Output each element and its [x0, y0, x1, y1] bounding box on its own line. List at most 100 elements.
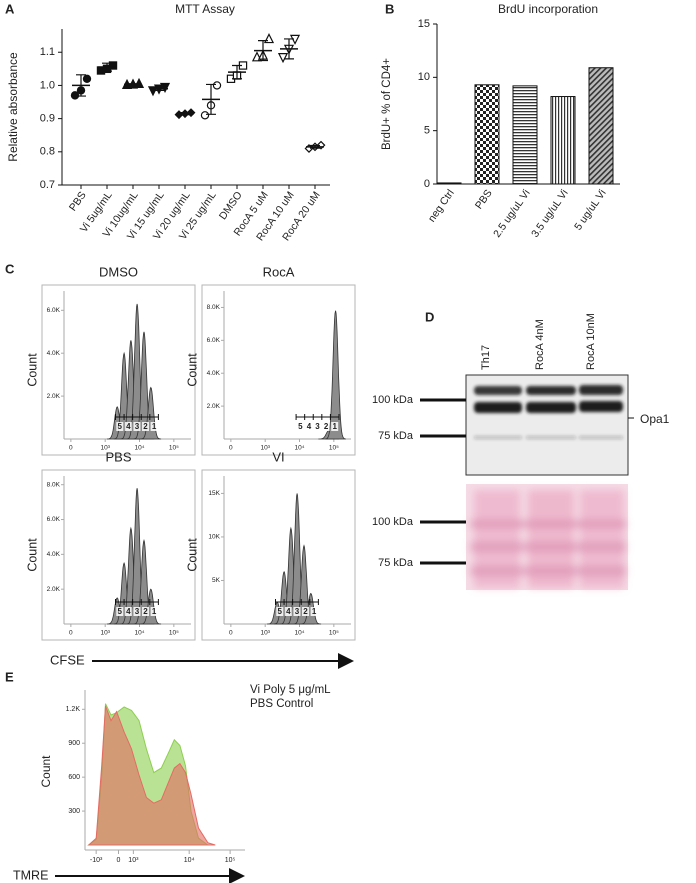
protein-label: Opa1	[640, 412, 670, 426]
error-bar	[154, 86, 164, 92]
gate-label-bg	[314, 422, 322, 431]
gate-label: 3	[315, 422, 320, 431]
chart-title: MTT Assay	[175, 2, 235, 16]
bar	[512, 85, 538, 185]
y-tick-label: 2.0K	[47, 586, 61, 593]
gate-label: 2	[324, 422, 329, 431]
y-tick-label: 2.0K	[207, 403, 221, 410]
error-bar	[76, 74, 86, 97]
y-axis-label: Count	[185, 353, 199, 387]
x-tick-label: 10⁵	[169, 445, 179, 452]
legend-entry: Vi Poly 5 μg/mL	[250, 684, 331, 696]
gate-label: 5	[118, 422, 123, 431]
y-tick-label: 1.0	[40, 79, 55, 91]
y-tick-label: 6.0K	[47, 516, 61, 523]
x-tick-label: 0	[229, 630, 233, 637]
y-tick-label: 5K	[212, 577, 221, 584]
data-point	[186, 108, 196, 118]
x-tick-label: 0	[69, 445, 73, 452]
data-point	[200, 111, 210, 120]
x-tick-label: 10⁵	[225, 857, 236, 864]
gate-label: 1	[152, 607, 157, 616]
bar	[588, 67, 614, 185]
gate-label-bg	[322, 422, 330, 431]
y-tick-label: 8.0K	[207, 304, 221, 311]
y-axis-label: Count	[25, 353, 39, 387]
gate-label: 2	[143, 422, 148, 431]
gate-label-bg	[293, 607, 301, 616]
x-tick-label: 0	[229, 445, 233, 452]
x-tick-label: 10⁴	[294, 630, 304, 637]
y-tick-label: 5	[424, 125, 430, 137]
gate-label-bg	[296, 422, 304, 431]
gate-label: 3	[295, 607, 300, 616]
y-tick-label: 15	[418, 18, 430, 30]
gate-label-bg	[305, 422, 313, 431]
gate-label-bg	[142, 607, 150, 616]
x-tick-label: 2.5 ug/uL Vi	[491, 187, 533, 239]
bar	[436, 182, 462, 185]
gate-label: 4	[126, 422, 131, 431]
y-tick-label: 0.7	[40, 179, 55, 191]
lane-label: Th17	[480, 345, 492, 370]
y-tick-label: 8.0K	[47, 481, 61, 488]
gate-label: 1	[332, 422, 337, 431]
gate-label-bg	[150, 607, 158, 616]
x-tick-label: 10⁵	[169, 630, 179, 637]
panel-letter: C	[5, 261, 15, 276]
histogram-peak	[140, 588, 162, 625]
gate-label: 1	[312, 607, 317, 616]
gate-label: 5	[278, 607, 283, 616]
y-axis-label: BrdU+ % of CD4+	[381, 58, 393, 150]
y-tick-label: 2.0K	[47, 393, 61, 400]
x-tick-label: 10³	[100, 445, 110, 452]
panel-title: PBS	[105, 449, 131, 464]
error-bar	[180, 112, 190, 116]
x-tick-label: -10³	[90, 857, 103, 864]
gate-label-bg	[302, 607, 310, 616]
x-tick-label: PBS	[473, 187, 495, 211]
gate-label-bg	[310, 607, 318, 616]
x-tick-label: 3.5 ug/uL Vi	[529, 187, 571, 239]
error-bar	[310, 144, 320, 149]
data-point	[212, 81, 222, 90]
gate-label: 3	[135, 422, 140, 431]
y-tick-label: 0.9	[40, 113, 55, 125]
x-tick-label: 10⁵	[329, 630, 339, 637]
area-series	[87, 705, 216, 846]
error-bar	[128, 83, 138, 86]
lane-label: RocA 10nM	[585, 313, 597, 370]
gate-label: 4	[286, 607, 291, 616]
data-point	[70, 91, 80, 100]
y-tick-label: 10	[418, 71, 430, 83]
data-point	[82, 74, 92, 83]
marker-label: 75 kDa	[378, 430, 414, 442]
histogram-peak	[325, 310, 346, 440]
y-axis-label: Count	[185, 538, 199, 572]
y-tick-label: 300	[68, 808, 80, 815]
lane-label: RocA 4nM	[534, 319, 546, 370]
y-tick-label: 0.8	[40, 146, 55, 158]
x-tick-label: 0	[117, 857, 121, 864]
panel-title: VI	[272, 449, 284, 464]
y-tick-label: 4.0K	[47, 350, 61, 357]
gate-label: 5	[118, 607, 123, 616]
y-tick-label: 4.0K	[207, 370, 221, 377]
x-tick-label: 10⁵	[329, 445, 339, 452]
x-tick-label: 10³	[100, 630, 110, 637]
bar	[474, 84, 500, 185]
gate-label-bg	[284, 607, 292, 616]
gate-label-bg	[124, 607, 132, 616]
y-axis-label: Count	[39, 755, 53, 788]
gate-label: 2	[303, 607, 308, 616]
data-point	[263, 33, 275, 44]
gate-label: 3	[135, 607, 140, 616]
y-tick-label: 6.0K	[207, 337, 221, 344]
gate-label: 4	[126, 607, 131, 616]
x-tick-label: 10³	[260, 445, 270, 452]
error-bar	[284, 38, 294, 60]
x-tick-label: 5 ug/uL Vi	[572, 187, 609, 232]
y-tick-label: 600	[68, 774, 80, 781]
legend-entry: PBS Control	[250, 698, 313, 710]
